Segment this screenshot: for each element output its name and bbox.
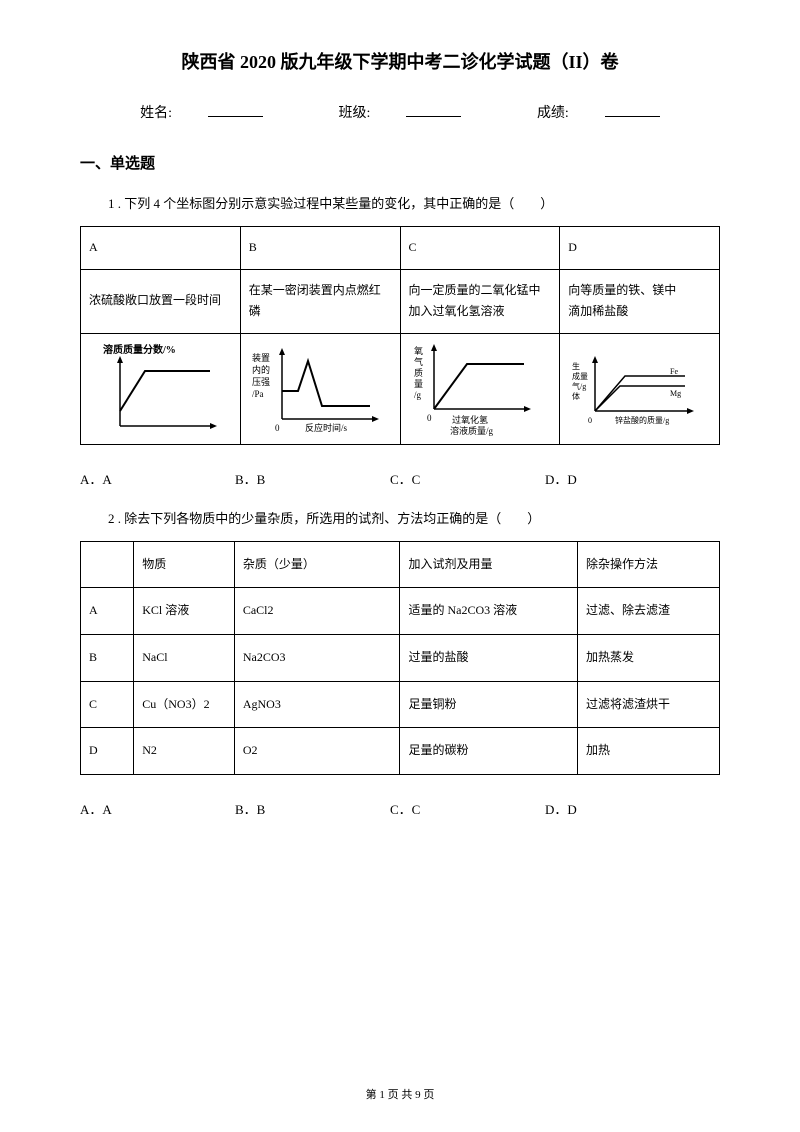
svg-text:0: 0 <box>275 423 280 433</box>
svg-text:装置: 装置 <box>252 352 270 363</box>
page-footer: 第 1 页 共 9 页 <box>0 1086 800 1102</box>
svg-text:量: 量 <box>414 379 423 389</box>
question-1: 1 . 下列 4 个坐标图分别示意实验过程中某些量的变化，其中正确的是（ ） <box>80 193 720 212</box>
svg-text:/g: /g <box>414 390 422 400</box>
q1-header-c: C <box>400 227 560 270</box>
svg-text:氧: 氧 <box>414 345 423 356</box>
score-blank <box>605 116 660 117</box>
q2-rC-c4: 过滤将滤渣烘干 <box>577 681 719 728</box>
q2-rA-c4: 过滤、除去滤渣 <box>577 588 719 635</box>
q2-h3: 加入试剂及用量 <box>400 541 578 588</box>
q2-opt-a: A．A <box>80 799 235 818</box>
q2-h0 <box>81 541 134 588</box>
page-title: 陕西省 2020 版九年级下学期中考二诊化学试题（II）卷 <box>80 48 720 74</box>
svg-text:体: 体 <box>572 391 580 401</box>
section-header: 一、单选题 <box>80 152 720 173</box>
q2-rB-c1: NaCl <box>134 634 235 681</box>
svg-text:气: 气 <box>572 381 580 391</box>
svg-text:Fe: Fe <box>670 367 678 376</box>
svg-text:过氧化氢: 过氧化氢 <box>452 414 488 425</box>
name-blank <box>208 116 263 117</box>
q2-rB-label: B <box>81 634 134 681</box>
q1-header-b: B <box>240 227 400 270</box>
svg-text:质: 质 <box>414 367 423 378</box>
q2-options: A．A B．B C．C D．D <box>80 799 720 818</box>
q1-desc-d: 向等质量的铁、镁中 滴加稀盐酸 <box>560 269 720 333</box>
q2-rD-c1: N2 <box>134 728 235 775</box>
q2-rA-label: A <box>81 588 134 635</box>
q2-rD-c4: 加热 <box>577 728 719 775</box>
q2-rA-c1: KCl 溶液 <box>134 588 235 635</box>
q1-header-a: A <box>81 227 241 270</box>
q2-rA-c2: CaCl2 <box>234 588 400 635</box>
svg-text:压强: 压强 <box>252 377 270 387</box>
q1-opt-d: D．D <box>545 469 700 488</box>
q2-rB-c2: Na2CO3 <box>234 634 400 681</box>
student-info: 姓名: 班级: 成绩: <box>80 102 720 122</box>
q2-rA-c3: 适量的 Na2CO3 溶液 <box>400 588 578 635</box>
svg-text:气: 气 <box>414 356 423 367</box>
q2-rC-c1: Cu（NO3）2 <box>134 681 235 728</box>
q2-rB-c3: 过量的盐酸 <box>400 634 578 681</box>
q1-opt-c: C．C <box>390 469 545 488</box>
svg-text:/Pa: /Pa <box>252 389 264 399</box>
question-2: 2 . 除去下列各物质中的少量杂质，所选用的试剂、方法均正确的是（ ） <box>80 508 720 527</box>
svg-text:溶液质量/g: 溶液质量/g <box>450 425 494 436</box>
svg-text:反应时间/s: 反应时间/s <box>305 422 348 433</box>
q1-chart-a: 溶质质量分数/% <box>81 333 241 444</box>
q1-chart-c: 氧 气 质 量 /g 0 过氧化氢 溶液质量/g <box>400 333 560 444</box>
q2-rC-c2: AgNO3 <box>234 681 400 728</box>
q1-opt-a: A．A <box>80 469 235 488</box>
svg-text:成: 成 <box>572 371 580 381</box>
q2-rB-c4: 加热蒸发 <box>577 634 719 681</box>
q2-rD-c2: O2 <box>234 728 400 775</box>
q1-desc-c: 向一定质量的二氧化锰中加入过氧化氢溶液 <box>400 269 560 333</box>
q2-rD-c3: 足量的碳粉 <box>400 728 578 775</box>
q2-rD-label: D <box>81 728 134 775</box>
class-label: 班级: <box>339 106 371 121</box>
svg-text:Mg: Mg <box>670 389 681 398</box>
q2-opt-c: C．C <box>390 799 545 818</box>
q1-desc-b: 在某一密闭装置内点燃红磷 <box>240 269 400 333</box>
name-label: 姓名: <box>140 106 172 121</box>
svg-text:内的: 内的 <box>252 364 270 375</box>
q2-rC-c3: 足量铜粉 <box>400 681 578 728</box>
svg-text:溶质质量分数/%: 溶质质量分数/% <box>103 343 176 356</box>
class-blank <box>406 116 461 117</box>
q2-opt-d: D．D <box>545 799 700 818</box>
q1-chart-d: 生 成 气 体 量 /g 0 锌盐酸的质量/g Fe Mg <box>560 333 720 444</box>
svg-text:锌盐酸的质量/g: 锌盐酸的质量/g <box>615 415 669 425</box>
q2-rC-label: C <box>81 681 134 728</box>
svg-text:0: 0 <box>588 416 592 425</box>
q2-opt-b: B．B <box>235 799 390 818</box>
q1-chart-b: 装置 内的 压强 /Pa 0 反应时间/s <box>240 333 400 444</box>
svg-text:/g: /g <box>580 382 586 391</box>
q1-header-d: D <box>560 227 720 270</box>
q1-opt-b: B．B <box>235 469 390 488</box>
svg-text:0: 0 <box>427 413 432 423</box>
q1-desc-a: 浓硫酸敞口放置一段时间 <box>81 269 241 333</box>
svg-text:生: 生 <box>572 361 580 371</box>
q1-options: A．A B．B C．C D．D <box>80 469 720 488</box>
q2-h1: 物质 <box>134 541 235 588</box>
svg-text:量: 量 <box>580 372 588 381</box>
q2-h4: 除杂操作方法 <box>577 541 719 588</box>
q2-table: 物质 杂质（少量） 加入试剂及用量 除杂操作方法 A KCl 溶液 CaCl2 … <box>80 541 720 775</box>
q2-h2: 杂质（少量） <box>234 541 400 588</box>
score-label: 成绩: <box>537 106 569 121</box>
q1-table: A B C D 浓硫酸敞口放置一段时间 在某一密闭装置内点燃红磷 向一定质量的二… <box>80 226 720 445</box>
